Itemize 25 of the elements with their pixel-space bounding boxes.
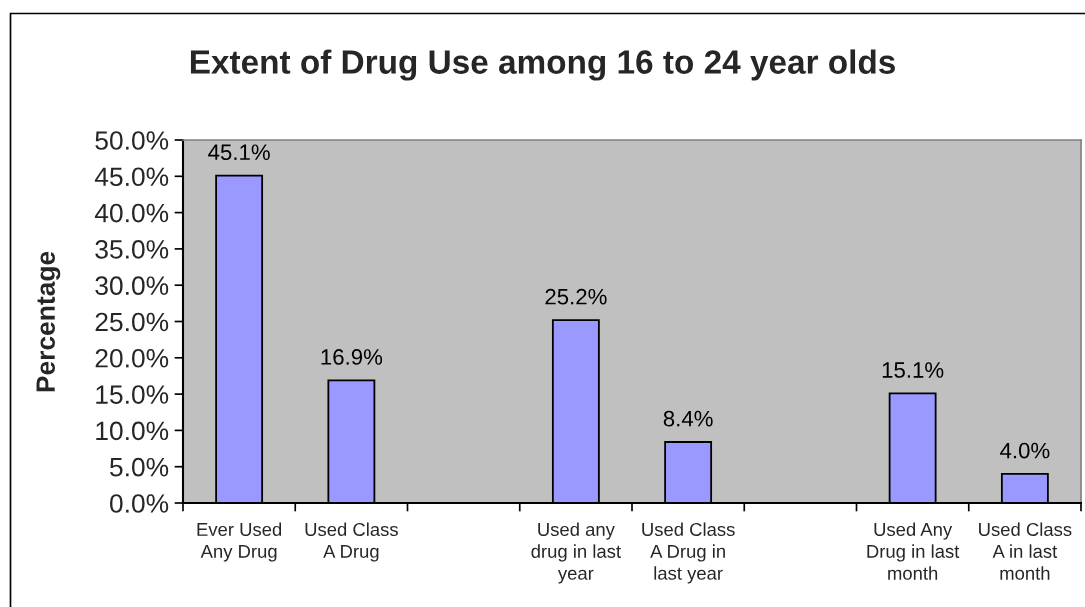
y-axis-title: Percentage [36,251,61,392]
x-tick-label: Used Class A Drug in last year [642,522,735,584]
y-tick-label: 25.0% [95,312,169,332]
y-tick-label: 10.0% [96,421,169,441]
data-label: 45.1% [208,144,270,161]
y-tick-label: 15.0% [96,385,169,404]
data-label: 25.2% [545,288,607,305]
x-tick-label: Used Class A in last month [979,522,1072,580]
y-tick-label: 0.0% [110,494,169,513]
y-tick-label: 50.0% [95,131,169,150]
data-label: 15.1% [882,362,944,378]
data-label: 16.9% [321,349,383,365]
y-tick-label: 30.0% [95,276,169,296]
chart-title: Extent of Drug Use among 16 to 24 year olds [190,49,895,81]
y-tick-label: 45.0% [94,167,169,187]
x-tick-label: Ever Used Any Drug [197,522,282,562]
x-tick-label: Used any drug in last year [531,522,621,584]
y-tick-label: 20.0% [95,348,169,368]
y-tick-label: 35.0% [95,240,169,259]
data-label: 8.4% [663,410,713,427]
y-tick-label: 5.0% [110,457,169,477]
data-label: 4.0% [1000,442,1050,459]
y-tick-label: 40.0% [94,203,169,223]
x-tick-label: Used Any Drug in last month [867,522,960,580]
x-tick-label: Used Class A Drug [305,522,398,562]
